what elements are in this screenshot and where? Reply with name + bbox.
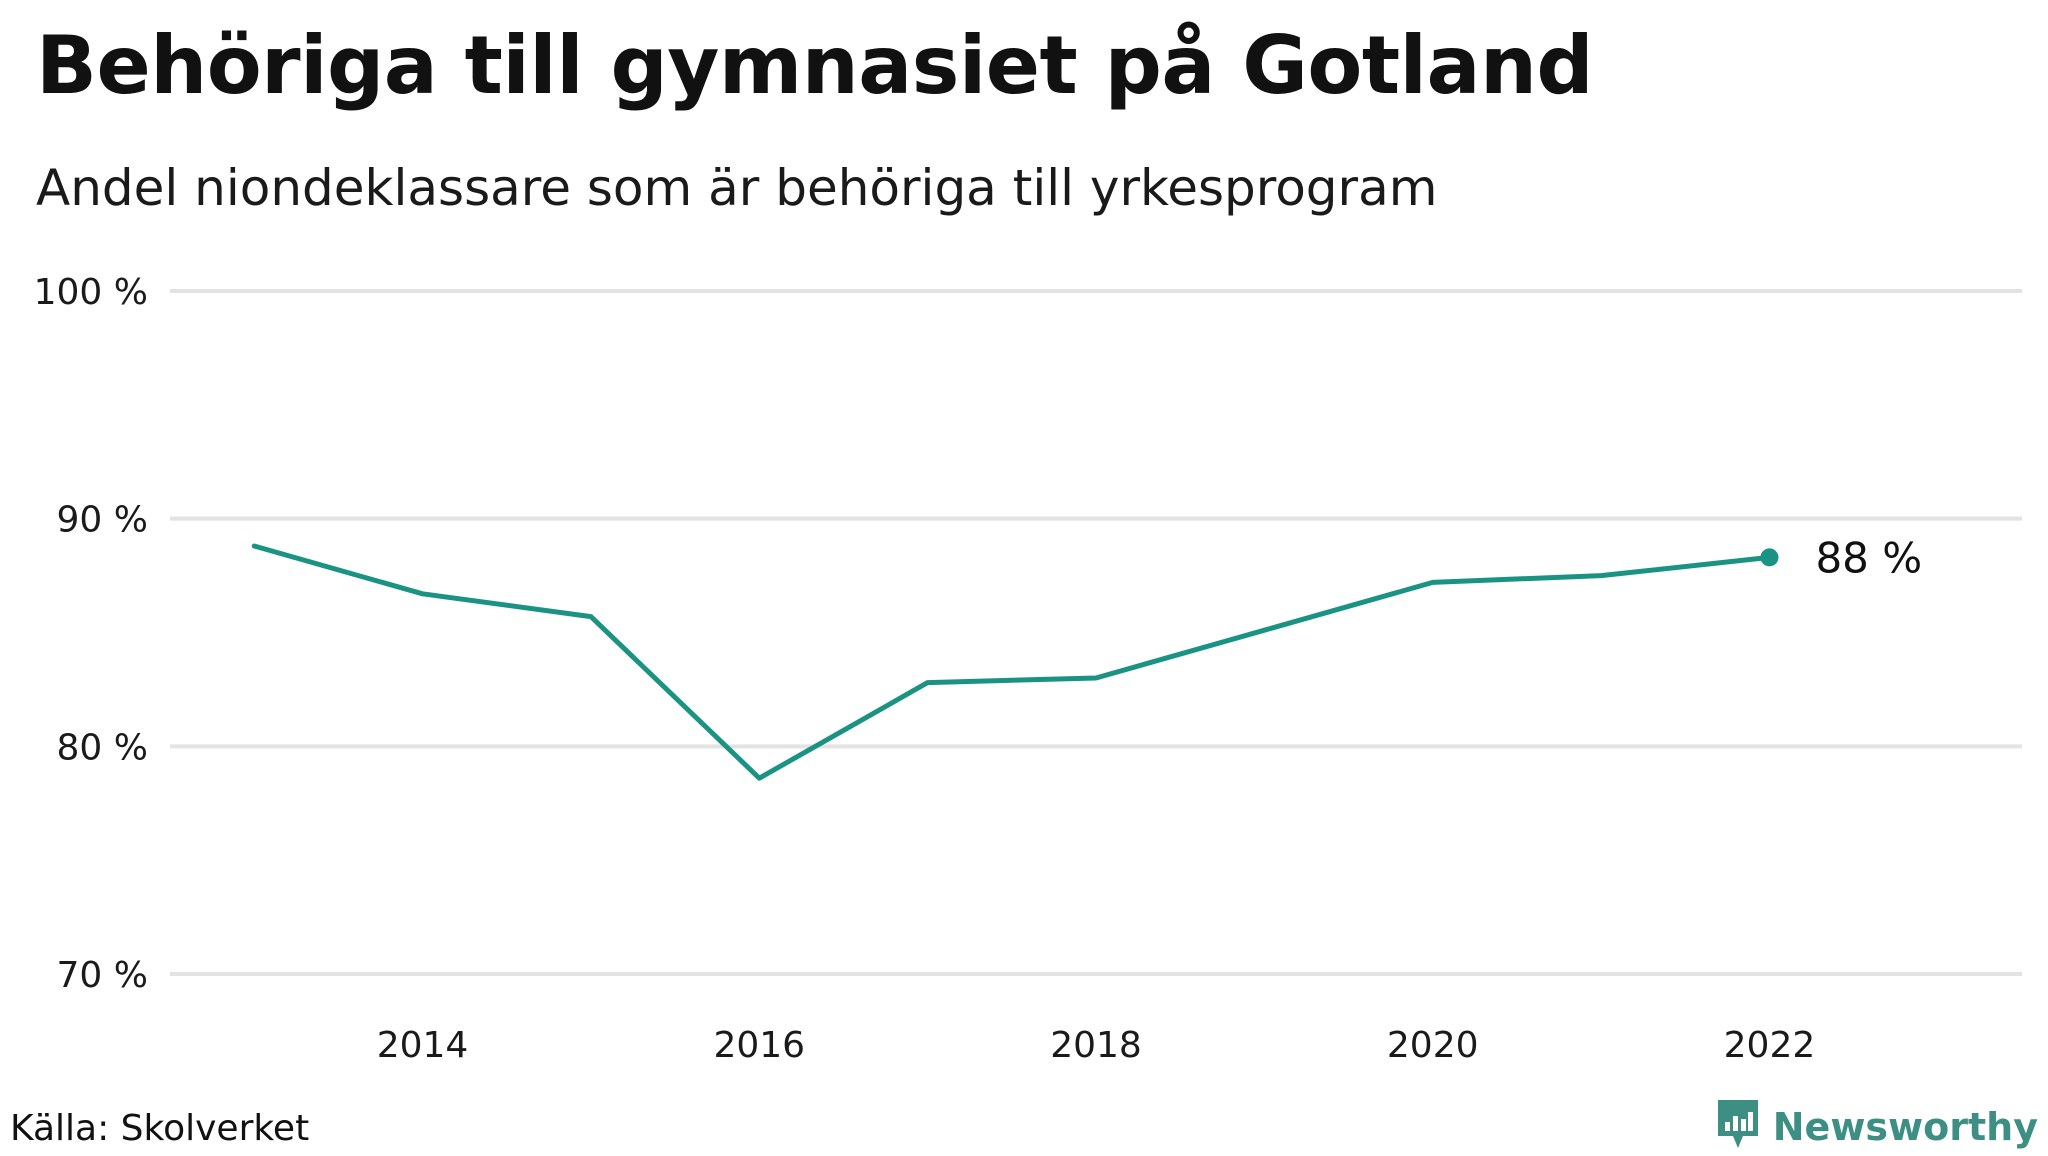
y-tick-label: 90 % bbox=[57, 500, 148, 541]
brand-logo: Newsworthy bbox=[1715, 1098, 2038, 1156]
series-layer bbox=[251, 543, 1779, 781]
source-text: Källa: Skolverket bbox=[10, 1108, 310, 1149]
x-tick-label: 2022 bbox=[1724, 1025, 1816, 1066]
y-tick-label: 100 % bbox=[34, 272, 148, 313]
end-point-marker bbox=[1760, 548, 1779, 567]
x-tick-label: 2018 bbox=[1050, 1025, 1142, 1066]
y-tick-label: 80 % bbox=[57, 727, 148, 768]
series-line bbox=[251, 543, 1772, 781]
chart-title: Behöriga till gymnasiet på Gotland bbox=[36, 19, 1594, 112]
chart-subtitle: Andel niondeklassare som är behöriga til… bbox=[36, 159, 1438, 217]
gridlines bbox=[170, 289, 2022, 976]
y-axis-labels: 70 % 80 % 90 % 100 % bbox=[34, 272, 148, 996]
x-axis-labels: 2014 2016 2018 2020 2022 bbox=[377, 1025, 1816, 1066]
x-tick-label: 2020 bbox=[1387, 1025, 1479, 1066]
x-tick-label: 2016 bbox=[713, 1025, 805, 1066]
newsworthy-logo-icon bbox=[1715, 1098, 1761, 1156]
y-tick-label: 70 % bbox=[57, 955, 148, 996]
end-value-label: 88 % bbox=[1815, 533, 1922, 582]
x-tick-label: 2014 bbox=[377, 1025, 469, 1066]
brand-name: Newsworthy bbox=[1772, 1105, 2038, 1149]
